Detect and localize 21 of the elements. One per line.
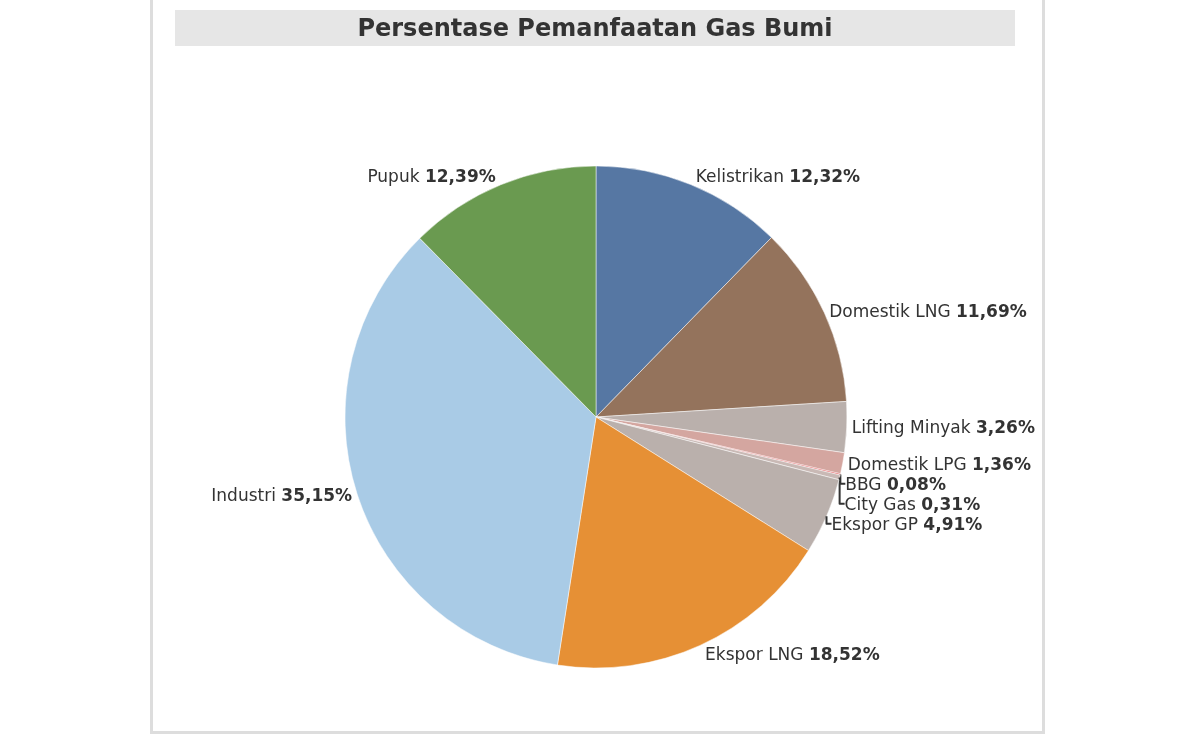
slice-label: BBG [845,473,882,494]
slice-label: Pupuk [367,166,420,187]
data-label: 0,08% [886,473,946,494]
slice-label: Ekspor LNG [705,643,804,664]
data-label: 1,36% [972,453,1031,474]
data-label: 3,26% [975,417,1035,438]
chart-title: Persentase Pemanfaatan Gas Bumi [175,10,1015,46]
slice-label: Industri [211,485,276,506]
slice-label: Domestik LNG [829,300,951,321]
data-label: 4,91% [923,513,983,534]
data-label: 12,39% [424,166,496,187]
data-label: 11,69% [956,300,1027,321]
slice-label: City Gas [844,493,916,514]
slice-label: Lifting Minyak [851,417,971,438]
data-label: 35,15% [281,485,353,506]
slice-label: Ekspor GP [831,513,918,534]
data-label: 18,52% [808,643,880,664]
slice-label: Domestik LPG [847,453,967,474]
data-label: 12,32% [789,166,861,186]
slice-label: Kelistrikan [695,166,784,186]
data-label: 0,31% [921,493,981,514]
